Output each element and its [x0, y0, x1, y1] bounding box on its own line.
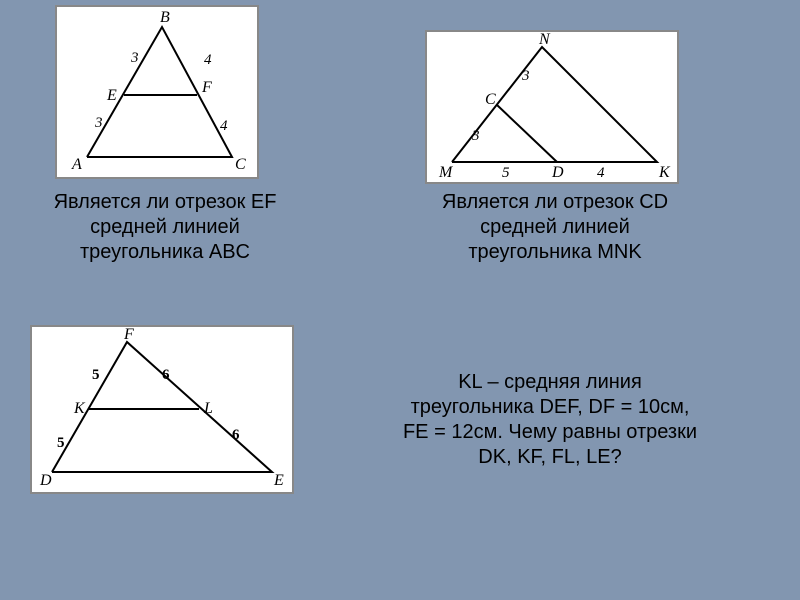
caption-def: KL – средняя линия треугольника DEF, DF … — [350, 370, 750, 470]
vertex-e2: E — [273, 472, 284, 489]
figure-abc: 3 4 3 4 B A C E F — [55, 5, 259, 179]
caption-abc: Является ли отрезок EF средней линией тр… — [35, 190, 295, 265]
vertex-c: C — [235, 156, 246, 173]
page: 3 4 3 4 B A C E F Является ли отрезок EF… — [0, 0, 800, 600]
vertex-k2: K — [73, 400, 86, 417]
label-fk: 5 — [92, 367, 100, 383]
label-fl: 6 — [162, 367, 170, 383]
label-bf: 4 — [204, 52, 212, 68]
vertex-d2: D — [551, 164, 564, 181]
figure-def: 5 6 5 6 F K L D E — [30, 325, 294, 494]
label-cm: 3 — [471, 128, 480, 144]
figure-mnk-svg: 3 3 5 4 N C M D K — [427, 32, 677, 182]
label-le: 6 — [232, 427, 240, 443]
caption-mnk: Является ли отрезок CD средней линией тр… — [425, 190, 685, 265]
vertex-a: A — [71, 156, 82, 173]
vertex-c2: C — [485, 91, 496, 108]
label-fc: 4 — [220, 118, 228, 134]
label-md: 5 — [502, 165, 510, 181]
figure-mnk: 3 3 5 4 N C M D K — [425, 30, 679, 184]
vertex-m: M — [438, 164, 454, 181]
label-nc: 3 — [521, 68, 530, 84]
vertex-l: L — [203, 400, 213, 417]
vertex-f2: F — [123, 327, 134, 343]
figure-abc-svg: 3 4 3 4 B A C E F — [57, 7, 257, 177]
label-ea: 3 — [94, 115, 103, 131]
vertex-e: E — [106, 87, 117, 104]
figure-def-svg: 5 6 5 6 F K L D E — [32, 327, 292, 492]
label-kd: 5 — [57, 435, 65, 451]
vertex-k: K — [658, 164, 671, 181]
vertex-d3: D — [39, 472, 52, 489]
vertex-n: N — [538, 32, 551, 48]
label-dk: 4 — [597, 165, 605, 181]
label-be: 3 — [130, 50, 139, 66]
vertex-b: B — [160, 9, 170, 26]
vertex-f: F — [201, 79, 212, 96]
